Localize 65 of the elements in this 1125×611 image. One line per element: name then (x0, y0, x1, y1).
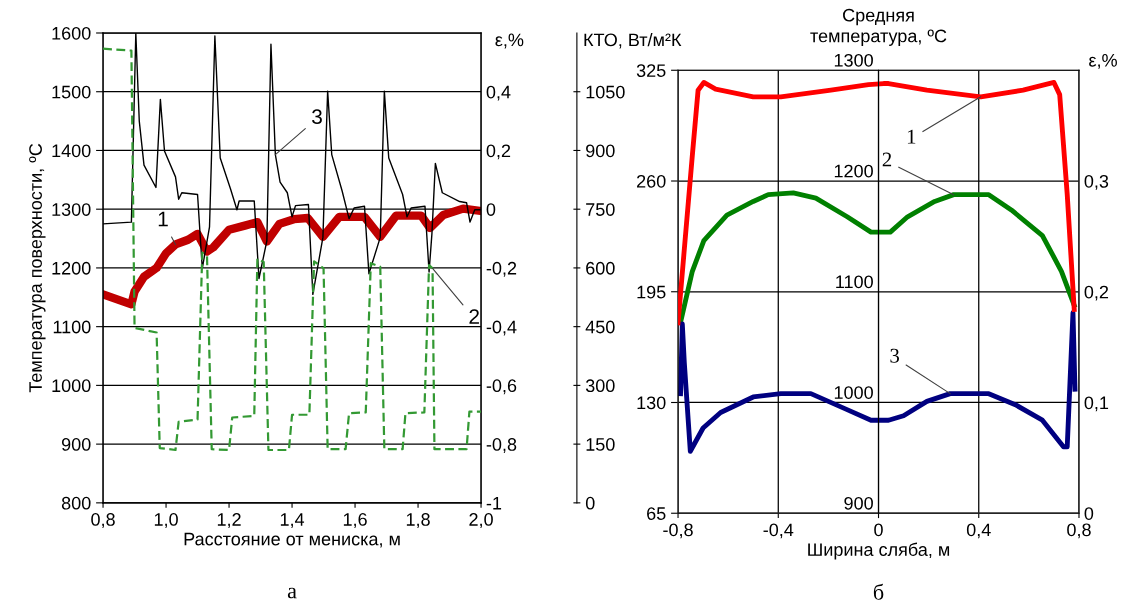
y3-axis-title: КТО, Вт/м²К (584, 32, 682, 49)
y-tick-label: 195 (637, 285, 666, 299)
x-tick-label: 1,0 (154, 513, 178, 528)
y-tick-label: 325 (636, 64, 666, 77)
x-tick-label: -0,8 (663, 523, 693, 539)
text: 3 (890, 348, 900, 363)
y3-tick-label: 300 (585, 379, 615, 393)
y3-tick-label: 750 (586, 203, 615, 216)
x-tick-label: 0,4 (966, 523, 991, 539)
y2-tick-label: -0,6 (486, 379, 517, 395)
y3-tick-label: 0 (585, 496, 595, 510)
y-axis-title: Температура поверхности, ºC (29, 143, 46, 393)
y3-tick-label: 450 (585, 320, 615, 334)
y3-tick-label: 1100 (836, 275, 873, 289)
y-tick-label: 1600 (52, 26, 91, 40)
y-tick-label: 900 (61, 438, 91, 451)
x-tick-label: 2,0 (469, 513, 493, 528)
series-label: 2 (469, 309, 479, 324)
y2-tick-label: -0,8 (486, 438, 517, 453)
y2-axis-title: ε,% (495, 33, 524, 49)
y-tick-label: 260 (637, 174, 666, 188)
x-axis-title: Расстояние от мениска, м (184, 532, 400, 548)
series-label: 1 (158, 211, 168, 227)
text: б (873, 583, 884, 600)
y3-tick-label: 900 (844, 496, 873, 510)
y-tick-label: 130 (637, 396, 666, 410)
y2-tick-label: 0,4 (486, 85, 511, 101)
y3-tick-label: 150 (586, 438, 615, 451)
y-tick-label: 1100 (53, 320, 91, 334)
y-tick-label: 1500 (52, 85, 91, 99)
y2-tick-label: -0,2 (486, 261, 517, 277)
text: 2 (882, 152, 892, 167)
y-tick-label: 1400 (52, 144, 91, 158)
text: а (287, 587, 297, 599)
y2-tick-label: -0,4 (486, 320, 517, 336)
y2-tick-label: 0,3 (1084, 174, 1109, 190)
x-tick-label: 1,8 (406, 513, 430, 528)
x-tick-label: 1,2 (217, 513, 241, 528)
x-axis-title: Ширина сляба, м (808, 542, 950, 560)
x-tick-label: 0 (874, 523, 883, 537)
x-tick-label: 1,6 (343, 513, 367, 528)
y-tick-label: 1200 (52, 261, 91, 275)
x-tick-label: 1,4 (280, 513, 305, 528)
y2-tick-label: -1 (486, 496, 502, 510)
y3-tick-label: 1300 (834, 53, 873, 67)
y2-tick-label: 0,2 (486, 144, 511, 160)
y3-tick-label: 1000 (834, 386, 873, 399)
y3-tick-label: 1050 (586, 85, 625, 99)
y-tick-label: 65 (647, 507, 666, 520)
series-label: 1 (907, 129, 916, 144)
y2-tick-label: 0,1 (1084, 396, 1109, 412)
x-tick-label: 0,8 (1067, 523, 1091, 539)
y-tick-label: 1000 (52, 379, 91, 393)
y2-axis-title: ε,% (1089, 53, 1117, 69)
y3-tick-label: 900 (586, 144, 615, 158)
y3-tick-label: 1200 (834, 164, 873, 178)
y-tick-label: 800 (61, 496, 91, 510)
x-tick-label: -0,4 (763, 523, 794, 539)
y3-tick-label: 600 (586, 261, 615, 275)
x-tick-label: 0,8 (91, 513, 115, 528)
y-tick-label: 1300 (52, 203, 91, 216)
y2-tick-label: 0,2 (1084, 285, 1109, 301)
y2-tick-label: 0 (486, 203, 496, 216)
series-label: 3 (312, 109, 322, 125)
y3-axis-title: Средняя температура, ºC (810, 8, 947, 46)
